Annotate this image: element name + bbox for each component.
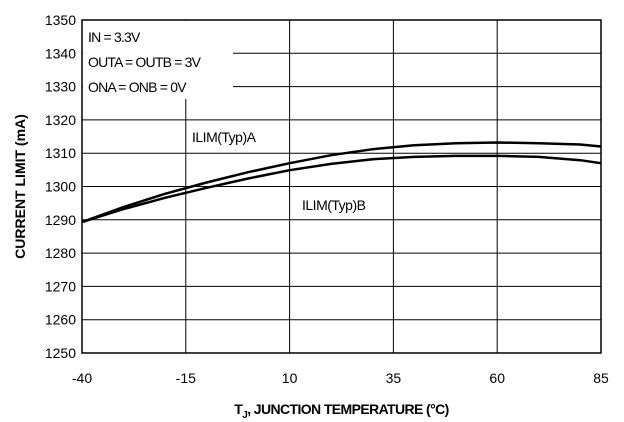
conditions-box-background — [83, 21, 233, 99]
series-label-a: ILIM(Typ)A — [192, 129, 257, 145]
y-tick-label: 1310 — [45, 145, 76, 161]
x-tick-label: 10 — [282, 370, 298, 386]
conditions-box: IN = 3.3V OUTA = OUTB = 3V ONA = ONB = 0V — [88, 29, 202, 95]
y-tick-label: 1320 — [45, 112, 76, 128]
x-tick-label: 85 — [593, 370, 609, 386]
series-line-a — [81, 141, 602, 224]
x-axis-label-main: T — [234, 401, 243, 417]
condition-line: OUTA = OUTB = 3V — [88, 54, 202, 70]
y-tick-label: 1300 — [45, 179, 76, 195]
x-tick-label: -15 — [176, 370, 196, 386]
y-tick-label: 1260 — [45, 312, 76, 328]
x-tick-label: 60 — [489, 370, 505, 386]
x-tick-labels: -40 -15 10 35 60 85 — [72, 370, 609, 386]
series-line-b — [81, 154, 602, 224]
y-axis-label: CURRENT LIMIT (mA) — [12, 114, 28, 259]
series-lines — [81, 141, 602, 224]
condition-line: ONA = ONB = 0V — [88, 79, 187, 95]
series-label-b: ILIM(Typ)B — [302, 197, 366, 213]
condition-line: IN = 3.3V — [88, 29, 141, 45]
y-tick-label: 1250 — [45, 345, 76, 361]
y-tick-labels: 1250 1260 1270 1280 1290 1300 1310 1320 1330 1340… — [45, 12, 76, 361]
y-tick-label: 1290 — [45, 212, 76, 228]
plot-frame — [81, 19, 602, 354]
x-axis-label-sub: J — [242, 410, 247, 421]
y-tick-label: 1340 — [45, 45, 76, 61]
x-tick-label: 35 — [386, 370, 402, 386]
x-tick-label: -40 — [72, 370, 92, 386]
x-axis-label-rest: , JUNCTION TEMPERATURE (°C) — [247, 401, 448, 417]
y-tick-label: 1350 — [45, 12, 76, 28]
y-tick-label: 1280 — [45, 245, 76, 261]
y-tick-label: 1270 — [45, 278, 76, 294]
x-axis-label: TJ, JUNCTION TEMPERATURE (°C) — [234, 401, 448, 421]
y-tick-label: 1330 — [45, 79, 76, 95]
